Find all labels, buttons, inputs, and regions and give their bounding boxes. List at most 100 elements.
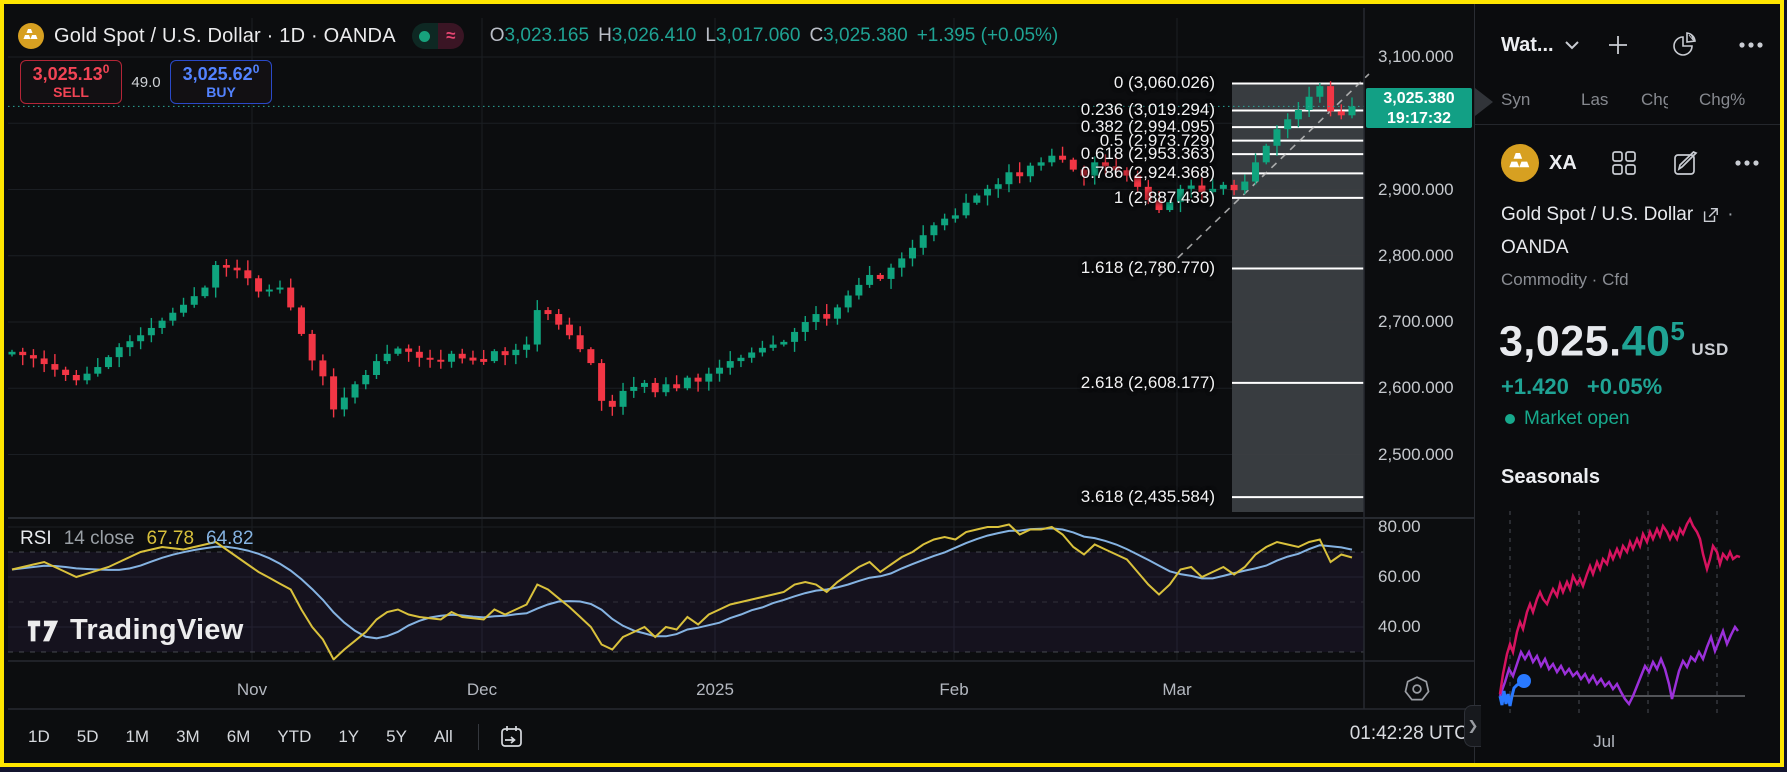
range-button-1d[interactable]: 1D <box>28 726 50 746</box>
candle-body <box>1327 86 1335 112</box>
symbol-more-icon[interactable] <box>1734 159 1760 167</box>
candle-body <box>533 310 541 345</box>
exchange-name: OANDA <box>1501 237 1569 258</box>
candle-body <box>1166 202 1174 211</box>
rsi-legend[interactable]: RSI 14 close 67.78 64.82 <box>20 528 254 550</box>
candle-body <box>340 397 348 410</box>
candle-body <box>801 322 809 332</box>
price-tick: 3,100.000 <box>1378 47 1454 66</box>
candle-body <box>426 357 434 360</box>
toolbar-divider <box>477 723 479 750</box>
candle-body <box>1005 172 1013 185</box>
buy-button[interactable]: 3,025.620 BUY <box>170 60 272 104</box>
ohlc-readout: O3,023.165 H3,026.410 L3,017.060 C3,025.… <box>489 25 1059 46</box>
right-sidebar: Wat... Syn Las Chg Chg% XA <box>1474 4 1780 763</box>
pie-chart-icon[interactable] <box>1670 31 1698 59</box>
marker-toggle-icon[interactable] <box>411 23 438 49</box>
open-value: 3,023.165 <box>504 25 590 46</box>
candle-body <box>190 296 198 305</box>
column-header-chg[interactable]: Chg <box>1641 90 1668 109</box>
add-symbol-icon[interactable] <box>1606 33 1630 57</box>
time-axis-label: 2025 <box>696 680 734 699</box>
range-button-5d[interactable]: 5D <box>76 726 99 746</box>
candle-body <box>908 247 916 259</box>
range-button-1y[interactable]: 1Y <box>338 726 360 746</box>
order-panel: 3,025.130 SELL 49.0 3,025.620 BUY <box>20 60 272 104</box>
candle-body <box>372 361 380 375</box>
candle-body <box>640 382 648 387</box>
rsi-ma-value: 64.82 <box>206 528 254 549</box>
watchlist-more-icon[interactable] <box>1738 41 1764 49</box>
bid-ask-toggle[interactable]: ≈ <box>411 23 464 49</box>
chevron-down-icon[interactable] <box>1564 39 1580 51</box>
column-header-chgpct[interactable]: Chg% <box>1699 90 1746 109</box>
utc-clock[interactable]: 01:42:28 UTC <box>1349 723 1468 744</box>
price-chart-canvas[interactable] <box>4 4 1474 767</box>
column-header-syn[interactable]: Syn <box>1501 90 1531 109</box>
layout-grid-icon[interactable] <box>1610 149 1638 177</box>
candle-body <box>769 344 777 348</box>
candle-body <box>1230 184 1238 191</box>
candle-body <box>1091 162 1099 176</box>
range-button-6m[interactable]: 6M <box>226 726 251 746</box>
candle-body <box>19 351 27 356</box>
candle-body <box>791 331 799 342</box>
candle-body <box>930 225 938 236</box>
range-button-ytd[interactable]: YTD <box>277 726 312 746</box>
tradingview-watermark: TradingView <box>26 614 244 647</box>
candle-body <box>876 274 884 279</box>
candle-body <box>1209 188 1217 193</box>
time-axis-label: Feb <box>939 680 969 699</box>
candle-body <box>780 341 788 345</box>
gold-symbol-icon-large <box>1501 144 1539 182</box>
seasonal-line-purple <box>1498 624 1739 707</box>
range-button-3m[interactable]: 3M <box>176 726 200 746</box>
candle-body <box>244 270 252 279</box>
symbol-code[interactable]: XA <box>1549 151 1577 174</box>
candle-body <box>1262 145 1270 163</box>
date-range-toolbar: 1D 5D 1M 3M 6M YTD 1Y 5Y All <box>22 710 524 763</box>
watchlist-title[interactable]: Wat... <box>1501 33 1554 56</box>
candle-body <box>222 265 230 268</box>
sell-button[interactable]: 3,025.130 SELL <box>20 60 122 104</box>
seasonals-chart[interactable] <box>1493 509 1751 724</box>
candle-body <box>523 344 531 350</box>
change-value: +1.395 (+0.05%) <box>916 25 1059 46</box>
candle-body <box>308 333 316 361</box>
sidebar-collapse-handle[interactable]: ❯ <box>1464 705 1481 747</box>
fib-level-label: 3.618 (2,435.584) <box>1080 487 1215 507</box>
symbol-full-name[interactable]: Gold Spot / U.S. Dollar <box>1501 204 1694 225</box>
range-button-5y[interactable]: 5Y <box>386 726 407 746</box>
column-header-las[interactable]: Las <box>1581 90 1609 109</box>
price-tick: 2,700.000 <box>1378 312 1454 331</box>
candle-body <box>1155 200 1163 211</box>
price-change: +1.420 +0.05% <box>1501 374 1663 399</box>
approx-toggle-icon[interactable]: ≈ <box>437 23 464 49</box>
candle-body <box>833 307 841 319</box>
chart-settings-icon[interactable] <box>1403 675 1431 703</box>
candle-body <box>169 312 177 321</box>
edit-note-icon[interactable] <box>1672 149 1700 177</box>
candle-body <box>276 287 284 290</box>
candle-body <box>287 287 295 308</box>
candle-body <box>726 361 734 368</box>
candle-body <box>362 375 370 385</box>
bar-countdown: 19:17:32 <box>1386 110 1452 127</box>
candle-body <box>587 349 595 364</box>
range-button-all[interactable]: All <box>433 726 453 746</box>
symbol-title[interactable]: Gold Spot / U.S. Dollar · 1D · OANDA <box>54 24 396 47</box>
last-price: 3,025.405USD <box>1499 316 1729 366</box>
market-status[interactable]: Market open <box>1505 408 1630 430</box>
candle-body <box>1284 119 1292 130</box>
candle-body <box>394 348 402 354</box>
candle-body <box>319 360 327 377</box>
range-button-1m[interactable]: 1M <box>125 726 150 746</box>
go-to-date-icon[interactable] <box>498 724 524 750</box>
candle-body <box>437 359 445 362</box>
candle-body <box>51 364 59 370</box>
rsi-value: 67.78 <box>146 528 195 549</box>
external-link-icon[interactable] <box>1701 206 1719 224</box>
candle-body <box>598 363 606 401</box>
